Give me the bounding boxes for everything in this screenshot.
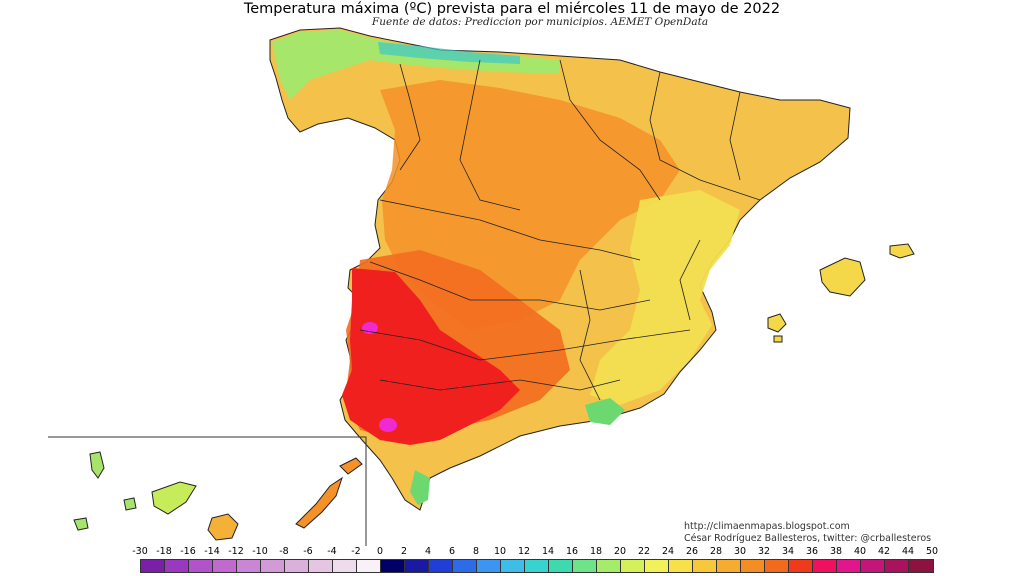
scale-label: -10 bbox=[252, 546, 268, 557]
scale-swatch bbox=[189, 560, 213, 572]
scale-swatch bbox=[477, 560, 501, 572]
scale-label: -14 bbox=[204, 546, 220, 557]
island-mallorca bbox=[819, 257, 866, 297]
scale-swatch bbox=[237, 560, 261, 572]
credits-url[interactable]: http://climaenmapas.blogspot.com bbox=[684, 521, 850, 532]
scale-swatch bbox=[357, 560, 381, 572]
scale-label: -18 bbox=[156, 546, 172, 557]
scale-swatch bbox=[837, 560, 861, 572]
scale-label: 36 bbox=[805, 546, 819, 557]
scale-swatch bbox=[693, 560, 717, 572]
map-subtitle: Fuente de datos: Prediccion por municipi… bbox=[371, 16, 709, 28]
scale-label: -30 bbox=[132, 546, 148, 557]
red-zone-southwest bbox=[342, 268, 520, 445]
scale-swatch bbox=[645, 560, 669, 572]
island-formentera bbox=[773, 335, 783, 343]
scale-swatch bbox=[597, 560, 621, 572]
scale-swatch bbox=[261, 560, 285, 572]
scale-label: -8 bbox=[279, 546, 289, 557]
scale-label: 14 bbox=[541, 546, 555, 557]
scale-label: 38 bbox=[829, 546, 843, 557]
scale-label: 22 bbox=[637, 546, 651, 557]
credits-author: César Rodríguez Ballesteros, twitter: @c… bbox=[684, 533, 932, 544]
green-zone-north bbox=[272, 30, 560, 100]
scale-swatch bbox=[429, 560, 453, 572]
scale-label: -6 bbox=[303, 546, 313, 557]
scale-label: 50 bbox=[925, 546, 939, 557]
island-lagomera bbox=[123, 497, 137, 511]
island-elhierro bbox=[73, 517, 89, 531]
island-menorca bbox=[889, 243, 915, 259]
scale-swatch bbox=[309, 560, 333, 572]
scale-swatch bbox=[501, 560, 525, 572]
scale-swatch bbox=[573, 560, 597, 572]
cyan-zone-north bbox=[378, 42, 520, 64]
scale-swatch bbox=[741, 560, 765, 572]
scale-label: 8 bbox=[472, 546, 480, 557]
scale-label: 20 bbox=[613, 546, 627, 557]
island-grancanaria bbox=[207, 513, 239, 541]
scale-swatch bbox=[213, 560, 237, 572]
scale-swatch bbox=[789, 560, 813, 572]
scale-label: 16 bbox=[565, 546, 579, 557]
island-tenerife bbox=[151, 481, 197, 515]
scale-swatch bbox=[885, 560, 909, 572]
scale-swatch bbox=[405, 560, 429, 572]
scale-swatch bbox=[669, 560, 693, 572]
scale-label: 6 bbox=[448, 546, 456, 557]
scale-label: 28 bbox=[709, 546, 723, 557]
scale-swatch bbox=[909, 560, 933, 572]
scale-label: -2 bbox=[351, 546, 361, 557]
scale-label: 0 bbox=[376, 546, 384, 557]
canary-inset-frame bbox=[48, 436, 367, 546]
scale-label: 30 bbox=[733, 546, 747, 557]
scale-label: 34 bbox=[781, 546, 795, 557]
scale-label: 10 bbox=[493, 546, 507, 557]
scale-swatch bbox=[285, 560, 309, 572]
credits: http://climaenmapas.blogspot.com César R… bbox=[684, 521, 931, 545]
scale-label: -16 bbox=[180, 546, 196, 557]
scale-label: 12 bbox=[517, 546, 531, 557]
scale-swatch bbox=[861, 560, 885, 572]
scale-swatch bbox=[525, 560, 549, 572]
scale-label: 2 bbox=[400, 546, 408, 557]
scale-swatch bbox=[813, 560, 837, 572]
scale-swatch bbox=[765, 560, 789, 572]
island-fuerteventura bbox=[295, 476, 343, 529]
island-lanzarote bbox=[339, 457, 363, 475]
scale-swatch bbox=[333, 560, 357, 572]
scale-swatch bbox=[141, 560, 165, 572]
scale-label: -12 bbox=[228, 546, 244, 557]
scale-label: 42 bbox=[877, 546, 891, 557]
scale-swatch bbox=[621, 560, 645, 572]
scale-swatch bbox=[165, 560, 189, 572]
scale-label: 24 bbox=[661, 546, 675, 557]
scale-label: 32 bbox=[757, 546, 771, 557]
scale-label: 44 bbox=[901, 546, 915, 557]
color-scale-bar bbox=[140, 559, 934, 573]
scale-swatch bbox=[549, 560, 573, 572]
scale-label: -4 bbox=[327, 546, 337, 557]
scale-swatch bbox=[717, 560, 741, 572]
scale-label: 18 bbox=[589, 546, 603, 557]
scale-swatch bbox=[453, 560, 477, 572]
green-zone-south bbox=[585, 398, 625, 425]
green-zone-cadiz bbox=[410, 470, 430, 505]
magenta-spot-huelva bbox=[379, 418, 397, 432]
scale-label: 26 bbox=[685, 546, 699, 557]
scale-label: 40 bbox=[853, 546, 867, 557]
scale-swatch bbox=[381, 560, 405, 572]
yellow-zone-east bbox=[590, 190, 740, 405]
region-borders bbox=[359, 59, 761, 401]
map-title: Temperatura máxima (ºC) prevista para el… bbox=[243, 1, 781, 17]
island-lapalma bbox=[89, 451, 105, 479]
island-ibiza bbox=[767, 313, 787, 333]
scale-label: 4 bbox=[424, 546, 432, 557]
